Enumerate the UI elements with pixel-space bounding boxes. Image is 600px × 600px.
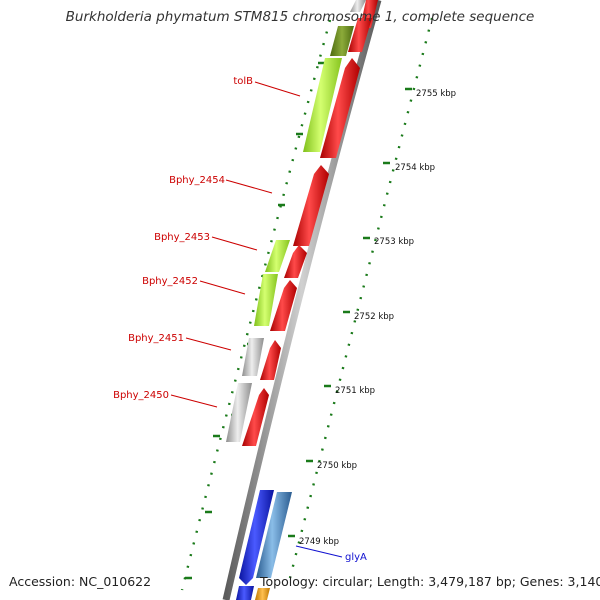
scale-label-2753: 2753 kbp	[374, 237, 414, 247]
glyA-leader-line	[295, 545, 343, 558]
feature-gray-Bphy_2450	[226, 383, 252, 442]
gene-label-Bphy_2451: Bphy_2451	[128, 333, 184, 344]
scale-label-2754: 2754 kbp	[395, 163, 435, 173]
feature-gray-top	[350, 0, 366, 12]
inner-dotted-ring	[180, 19, 332, 591]
feature-red-cds-Bphy_2452	[270, 280, 297, 331]
feature-red-top-2	[348, 18, 372, 52]
scale-label-2751: 2751 kbp	[335, 386, 375, 396]
gene-label-Bphy_2452: Bphy_2452	[142, 276, 198, 287]
feature-blue-bottom	[236, 586, 254, 600]
feature-red-cds-Bphy_2453	[284, 245, 307, 278]
scale-label-2749: 2749 kbp	[299, 537, 339, 547]
topology-summary: Topology: circular; Length: 3,479,187 bp…	[260, 574, 600, 589]
scale-dotted-ring	[288, 17, 434, 579]
scale-label-2752: 2752 kbp	[354, 312, 394, 322]
feature-red-cds-Bphy_2451	[260, 340, 281, 380]
feature-red-cds-tolB	[320, 58, 360, 158]
feature-green-tolB	[303, 58, 342, 152]
feature-green-Bphy_2452	[254, 274, 278, 326]
gene-label-tolB: tolB	[233, 76, 253, 87]
feature-olive-top	[330, 26, 354, 56]
feature-steelblue-glyA	[256, 492, 292, 578]
feature-red-cds-Bphy_2450	[242, 388, 269, 446]
feature-orange-bottom	[255, 588, 270, 600]
scale-label-2750: 2750 kbp	[317, 461, 357, 471]
gene-label-Bphy_2450: Bphy_2450	[113, 390, 169, 401]
chromosome-backbone	[222, 0, 382, 600]
scale-label-2755: 2755 kbp	[416, 89, 456, 99]
feature-gray-Bphy_2451	[242, 338, 264, 376]
map-title: Burkholderia phymatum STM815 chromosome …	[65, 9, 535, 25]
feature-green-Bphy_2453	[265, 240, 290, 272]
label-leader-lines	[170, 81, 301, 408]
accession-text: Accession: NC_010622	[9, 574, 152, 589]
feature-blue-large	[239, 490, 274, 585]
feature-red-cds-Bphy_2454	[293, 165, 329, 246]
gene-label-Bphy_2454: Bphy_2454	[169, 175, 225, 186]
scale-ring-ticks	[288, 87, 412, 538]
gene-label-glyA: glyA	[345, 552, 367, 563]
gene-label-Bphy_2453: Bphy_2453	[154, 232, 210, 243]
